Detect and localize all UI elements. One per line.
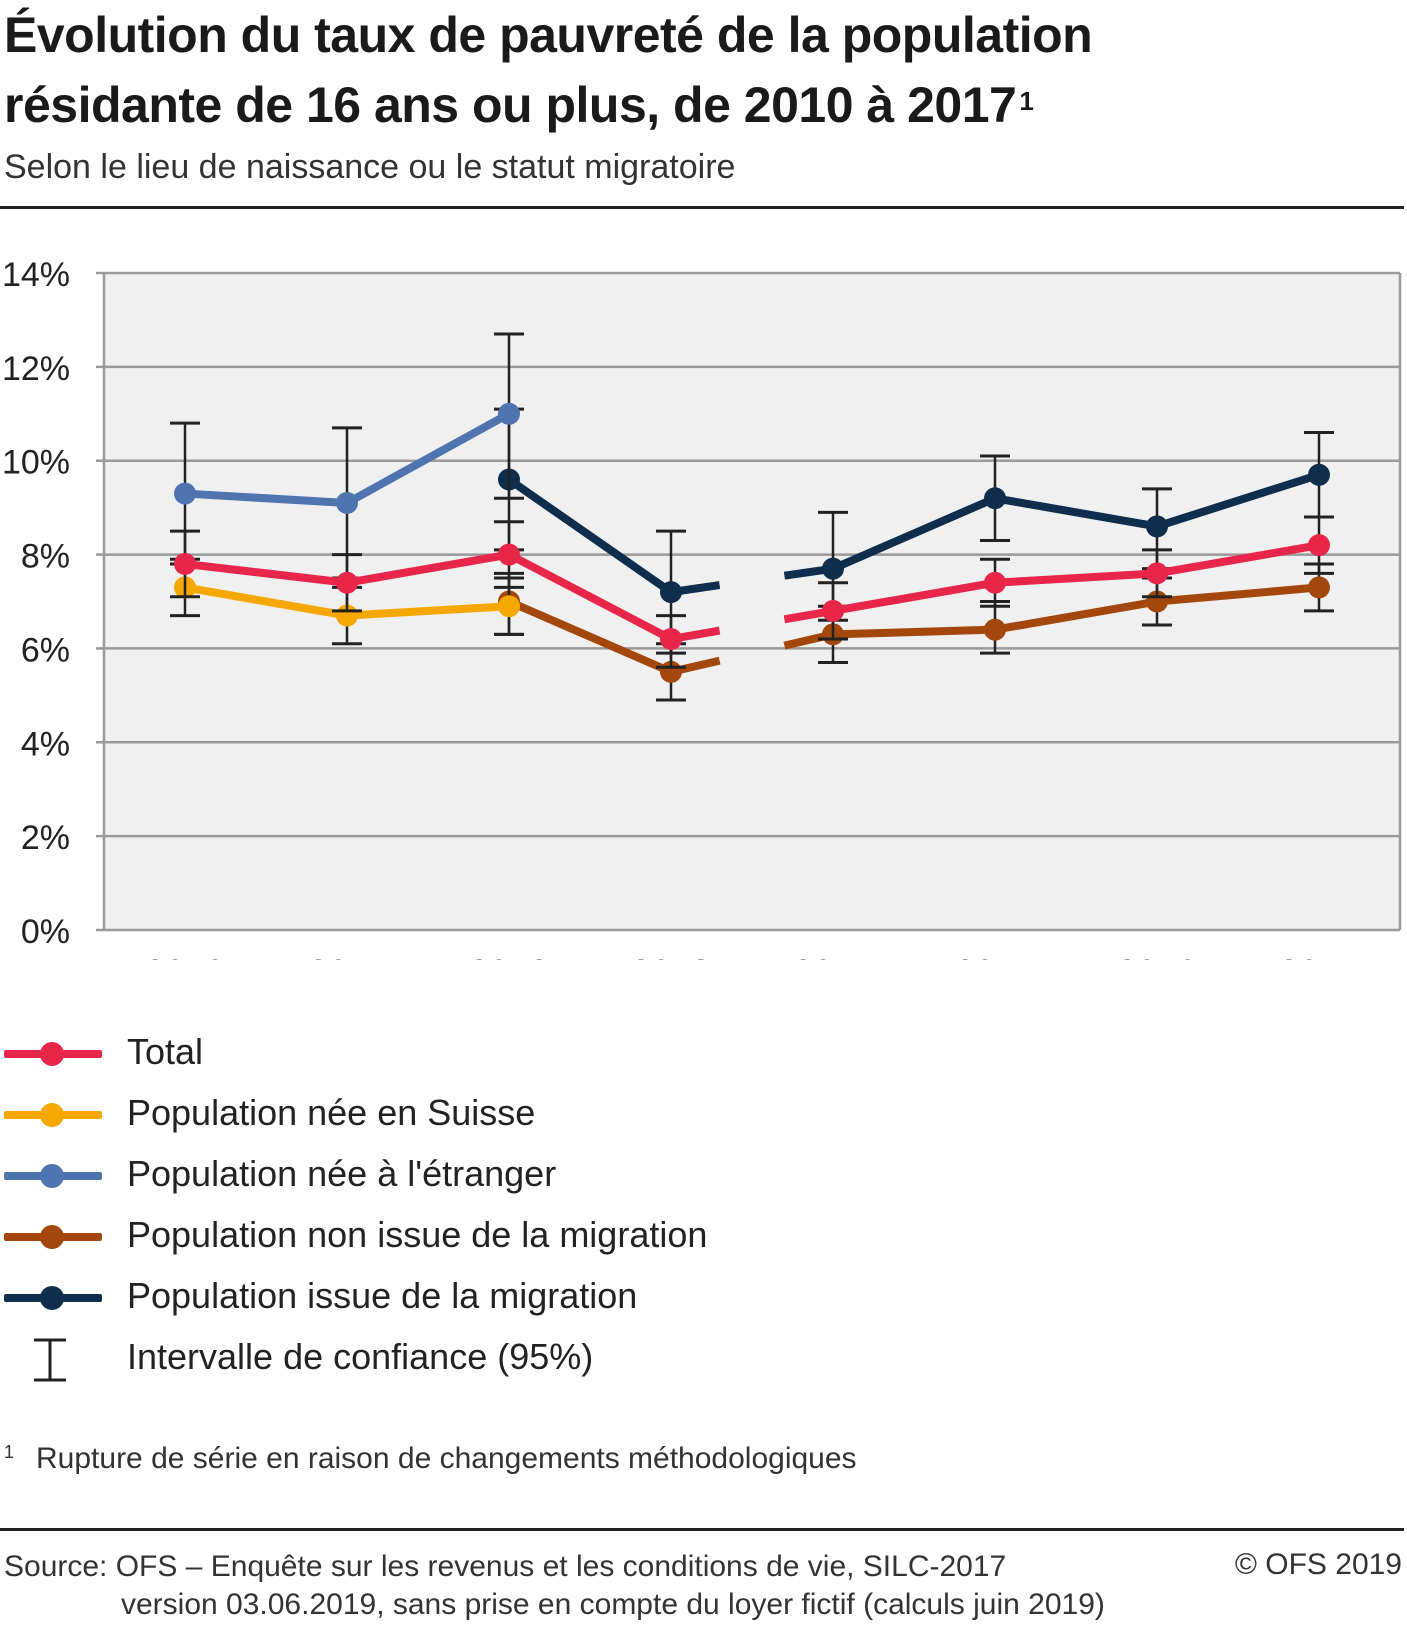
y-tick-label: 14% bbox=[2, 256, 70, 294]
title-line-2: résidante de 16 ans ou plus, de 2010 à 2… bbox=[4, 77, 1017, 133]
legend-label-confidence-interval: Intervalle de confiance (95%) bbox=[127, 1336, 594, 1377]
legend-label-issue-migration: Population issue de la migration bbox=[127, 1275, 638, 1316]
source-note: Source: OFS – Enquête sur les revenus et… bbox=[4, 1548, 1105, 1624]
data-point bbox=[174, 552, 196, 575]
data-point bbox=[498, 595, 520, 618]
series-line bbox=[1156, 583, 1320, 606]
data-point bbox=[822, 599, 844, 622]
data-point bbox=[336, 571, 358, 594]
x-tick-label: 2010 bbox=[145, 952, 225, 960]
y-tick-label: 2% bbox=[21, 819, 70, 857]
x-tick-label: 2017 bbox=[1279, 952, 1359, 960]
series-line bbox=[831, 494, 997, 573]
data-point bbox=[1146, 515, 1168, 538]
y-tick-label: 0% bbox=[21, 913, 70, 951]
legend-label-non-issue-migration: Population non issue de la migration bbox=[127, 1214, 708, 1255]
source-line-2: version 03.06.2019, sans prise en compte… bbox=[121, 1588, 1105, 1621]
series-line bbox=[994, 494, 1158, 531]
data-point bbox=[1146, 562, 1168, 585]
copyright: © OFS 2019 bbox=[1234, 1548, 1402, 1581]
legend-item-nee-a-letranger: Population née à l'étranger bbox=[0, 1150, 800, 1200]
y-tick-label: 6% bbox=[21, 631, 70, 669]
series-line bbox=[832, 578, 996, 615]
x-tick-label: 2011 bbox=[308, 952, 385, 960]
source-line-1: Source: OFS – Enquête sur les revenus et… bbox=[4, 1550, 1007, 1583]
series-line bbox=[184, 489, 348, 507]
data-point bbox=[822, 557, 844, 580]
x-tick-label: 2012 bbox=[469, 952, 549, 960]
data-point bbox=[174, 482, 196, 505]
footnote: 1 Rupture de série en raison de changemen… bbox=[4, 1442, 857, 1476]
x-tick-label: 2014 bbox=[793, 952, 873, 960]
y-tick-label: 8% bbox=[21, 538, 70, 576]
data-point bbox=[984, 487, 1006, 510]
data-point bbox=[1308, 463, 1330, 486]
legend-marker-nee-en-suisse bbox=[40, 1103, 64, 1127]
line-chart: 0% 2% 4% 6% 8% 10% 12% 14% 2010 2011 2012 2013 2014 2… bbox=[2, 256, 1402, 960]
data-point bbox=[336, 491, 358, 514]
confidence-interval-icon bbox=[34, 1338, 66, 1382]
data-point bbox=[660, 628, 682, 651]
chart-title: Évolution du taux de pauvreté de la popu… bbox=[4, 0, 1384, 140]
series-line bbox=[1156, 541, 1320, 578]
y-tick-label: 10% bbox=[2, 444, 70, 482]
legend-item-issue-migration: Population issue de la migration bbox=[0, 1272, 800, 1322]
data-point bbox=[1308, 576, 1330, 599]
x-tick-label: 2013 bbox=[631, 952, 711, 960]
x-tick-label: 2016 bbox=[1117, 952, 1197, 960]
data-point bbox=[498, 402, 520, 425]
plot-area bbox=[104, 273, 1400, 930]
legend-item-confidence-interval: Intervalle de confiance (95%) bbox=[0, 1333, 800, 1383]
series-line bbox=[184, 583, 348, 620]
legend-label-total: Total bbox=[127, 1031, 204, 1072]
bottom-divider bbox=[0, 1528, 1404, 1531]
x-tick-label: 2015 bbox=[955, 952, 1035, 960]
legend-marker-total bbox=[40, 1042, 64, 1066]
series-line bbox=[345, 410, 511, 507]
footnote-mark: 1 bbox=[4, 1442, 15, 1462]
legend-item-total: Total bbox=[0, 1028, 800, 1078]
legend-label-nee-a-letranger: Population née à l'étranger bbox=[127, 1153, 557, 1194]
y-tick-label: 4% bbox=[21, 725, 70, 763]
data-point bbox=[1308, 534, 1330, 557]
series-line bbox=[994, 597, 1158, 634]
series-line bbox=[506, 476, 674, 596]
legend-marker-issue-migration bbox=[40, 1286, 64, 1310]
legend-item-non-issue-migration: Population non issue de la migration bbox=[0, 1211, 800, 1261]
title-footnote-mark: 1 bbox=[1019, 86, 1034, 116]
series-line bbox=[507, 551, 673, 643]
data-point bbox=[984, 571, 1006, 594]
series-line bbox=[994, 569, 1158, 587]
series-line bbox=[184, 559, 348, 587]
legend-label-nee-en-suisse: Population née en Suisse bbox=[127, 1092, 536, 1133]
legend-item-nee-en-suisse: Population née en Suisse bbox=[0, 1089, 800, 1139]
legend-marker-non-issue-migration bbox=[40, 1225, 64, 1249]
series-line bbox=[507, 597, 673, 676]
title-line-1: Évolution du taux de pauvreté de la popu… bbox=[4, 7, 1093, 63]
legend-marker-nee-a-letranger bbox=[40, 1164, 64, 1188]
series-line bbox=[346, 602, 510, 620]
data-point bbox=[660, 581, 682, 604]
footnote-text: Rupture de série en raison de changement… bbox=[36, 1442, 857, 1475]
series-line bbox=[1155, 470, 1321, 531]
data-point bbox=[984, 618, 1006, 641]
chart-subtitle: Selon le lieu de naissance ou le statut … bbox=[4, 148, 736, 186]
series-line bbox=[346, 550, 510, 587]
top-divider bbox=[0, 206, 1404, 209]
series-line bbox=[832, 625, 996, 639]
y-tick-label: 12% bbox=[2, 350, 70, 388]
data-point bbox=[498, 543, 520, 566]
